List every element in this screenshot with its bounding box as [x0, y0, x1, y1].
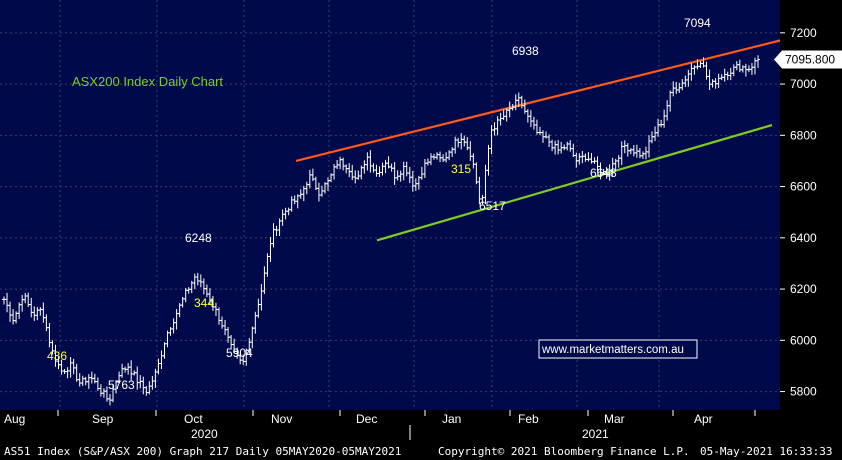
price-bars: [2, 55, 760, 406]
x-month-label: Feb: [518, 412, 539, 426]
y-tick-label: 7200: [790, 26, 817, 40]
bottom-axis-panel: [0, 410, 842, 440]
annotations: 436 5763 6248 344 5904 315 6517 6938 6648 7094: [47, 16, 711, 392]
annotation-label: 6517: [479, 199, 506, 213]
x-month-label: Dec: [356, 412, 377, 426]
y-tick-label: 6800: [790, 128, 817, 142]
y-tick-label: 6200: [790, 282, 817, 296]
x-month-label: Sep: [92, 412, 114, 426]
x-month-label: Jan: [442, 412, 461, 426]
annotation-label: 436: [47, 349, 67, 363]
annotation-label: 6938: [512, 44, 539, 58]
footer-bar: [0, 440, 842, 460]
annotation-label: 5904: [226, 346, 253, 360]
price-bar: [756, 55, 760, 68]
x-month-label: Aug: [4, 412, 25, 426]
last-price-tag-shape: [774, 50, 842, 69]
annotation-label: 6248: [185, 231, 212, 245]
y-axis: 5800 6000 6200 6400 6600 6800 7000 7200: [780, 26, 817, 399]
x-month-label: Apr: [694, 412, 713, 426]
y-tick-label: 6600: [790, 180, 817, 194]
y-tick-label: 7000: [790, 77, 817, 91]
y-tick-label: 5800: [790, 385, 817, 399]
footer-left: AS51 Index (S&P/ASX 200) Graph 217 Daily…: [4, 445, 401, 458]
x-axis: Aug Sep Oct Nov Dec Jan Feb Mar Apr 2020 2021: [4, 410, 756, 441]
last-price-label: 7095.800: [785, 53, 835, 67]
annotation-label: 6648: [590, 166, 617, 180]
footer-center: Copyright© 2021 Bloomberg Finance L.P.: [438, 445, 690, 458]
x-month-label: Mar: [604, 412, 625, 426]
annotation-label: 7094: [684, 16, 711, 30]
x-month-label: Oct: [184, 412, 203, 426]
last-price-tag: 7095.800: [774, 50, 842, 69]
footer-right: 05-May-2021 16:33:33: [700, 445, 832, 458]
watermark-text: www.marketmatters.com.au: [541, 344, 684, 356]
lower-trend-line: [376, 124, 773, 242]
y-tick-label: 6000: [790, 333, 817, 347]
trendlines: [295, 39, 781, 242]
y-tick-label: 6400: [790, 231, 817, 245]
annotation-label: 315: [451, 162, 471, 176]
upper-trend-line: [295, 39, 781, 163]
x-month-label: Nov: [271, 412, 292, 426]
gridlines: [0, 0, 780, 410]
x-year-label: 2020: [191, 427, 218, 441]
chart-title: ASX200 Index Daily Chart: [72, 74, 223, 89]
annotation-label: 344: [194, 296, 214, 310]
watermark-box: www.marketmatters.com.au: [538, 339, 698, 359]
annotation-label: 5763: [108, 378, 135, 392]
x-year-label: 2021: [582, 427, 609, 441]
